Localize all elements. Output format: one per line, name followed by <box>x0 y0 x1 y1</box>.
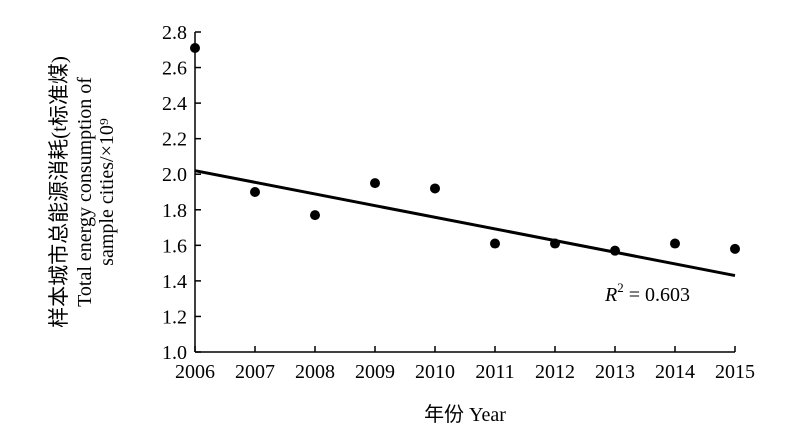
x-tick-label: 2015 <box>715 361 755 383</box>
data-point <box>430 183 440 194</box>
data-point <box>670 238 680 249</box>
x-tick-label: 2009 <box>355 361 395 383</box>
y-tick-label: 2.4 <box>162 93 187 115</box>
y-tick-label: 1.4 <box>162 271 187 293</box>
y-axis-ticks: 1.0 1.2 1.4 1.6 1.8 2.0 2.2 2.4 2.6 2.8 <box>162 22 201 364</box>
x-axis-label: 年份 Year <box>424 403 506 426</box>
x-tick-label: 2008 <box>295 361 335 383</box>
y-tick-label: 1.0 <box>162 342 187 364</box>
y-tick-label: 1.8 <box>162 200 187 222</box>
x-tick-label: 2012 <box>535 361 575 383</box>
y-tick-label: 2.8 <box>162 22 187 44</box>
data-point <box>370 178 380 189</box>
x-tick-label: 2007 <box>235 361 275 383</box>
data-point <box>310 210 320 221</box>
data-point <box>610 245 620 256</box>
x-axis-ticks: 2006 2007 2008 2009 2010 2011 2012 2013 2014 2015 <box>175 346 755 383</box>
y-tick-label: 1.2 <box>162 306 187 328</box>
data-point <box>490 238 500 249</box>
y-tick-label: 2.6 <box>162 58 187 80</box>
y-axis-label-cn: 样本城市总能源消耗(t标准煤) <box>47 56 71 328</box>
axes <box>194 32 735 353</box>
x-tick-label: 2011 <box>475 361 514 383</box>
x-tick-label: 2010 <box>415 361 455 383</box>
data-point <box>730 243 740 254</box>
trendline <box>194 169 736 278</box>
x-tick-label: 2014 <box>655 361 695 383</box>
x-tick-label: 2013 <box>595 361 635 383</box>
x-tick-label: 2006 <box>175 361 215 383</box>
data-points <box>190 43 740 256</box>
y-axis-label-en-line1: Total energy consumption of <box>74 77 96 307</box>
data-point <box>250 187 260 197</box>
y-tick-label: 2.0 <box>162 164 187 186</box>
r-squared-annotation: R2 = 0.603 <box>604 280 690 306</box>
data-point <box>190 43 200 53</box>
data-point <box>550 238 560 249</box>
y-tick-label: 1.6 <box>162 235 187 257</box>
y-tick-label: 2.2 <box>162 129 187 151</box>
y-axis-label-en-line2: sample cities/×10⁹ <box>96 118 118 266</box>
